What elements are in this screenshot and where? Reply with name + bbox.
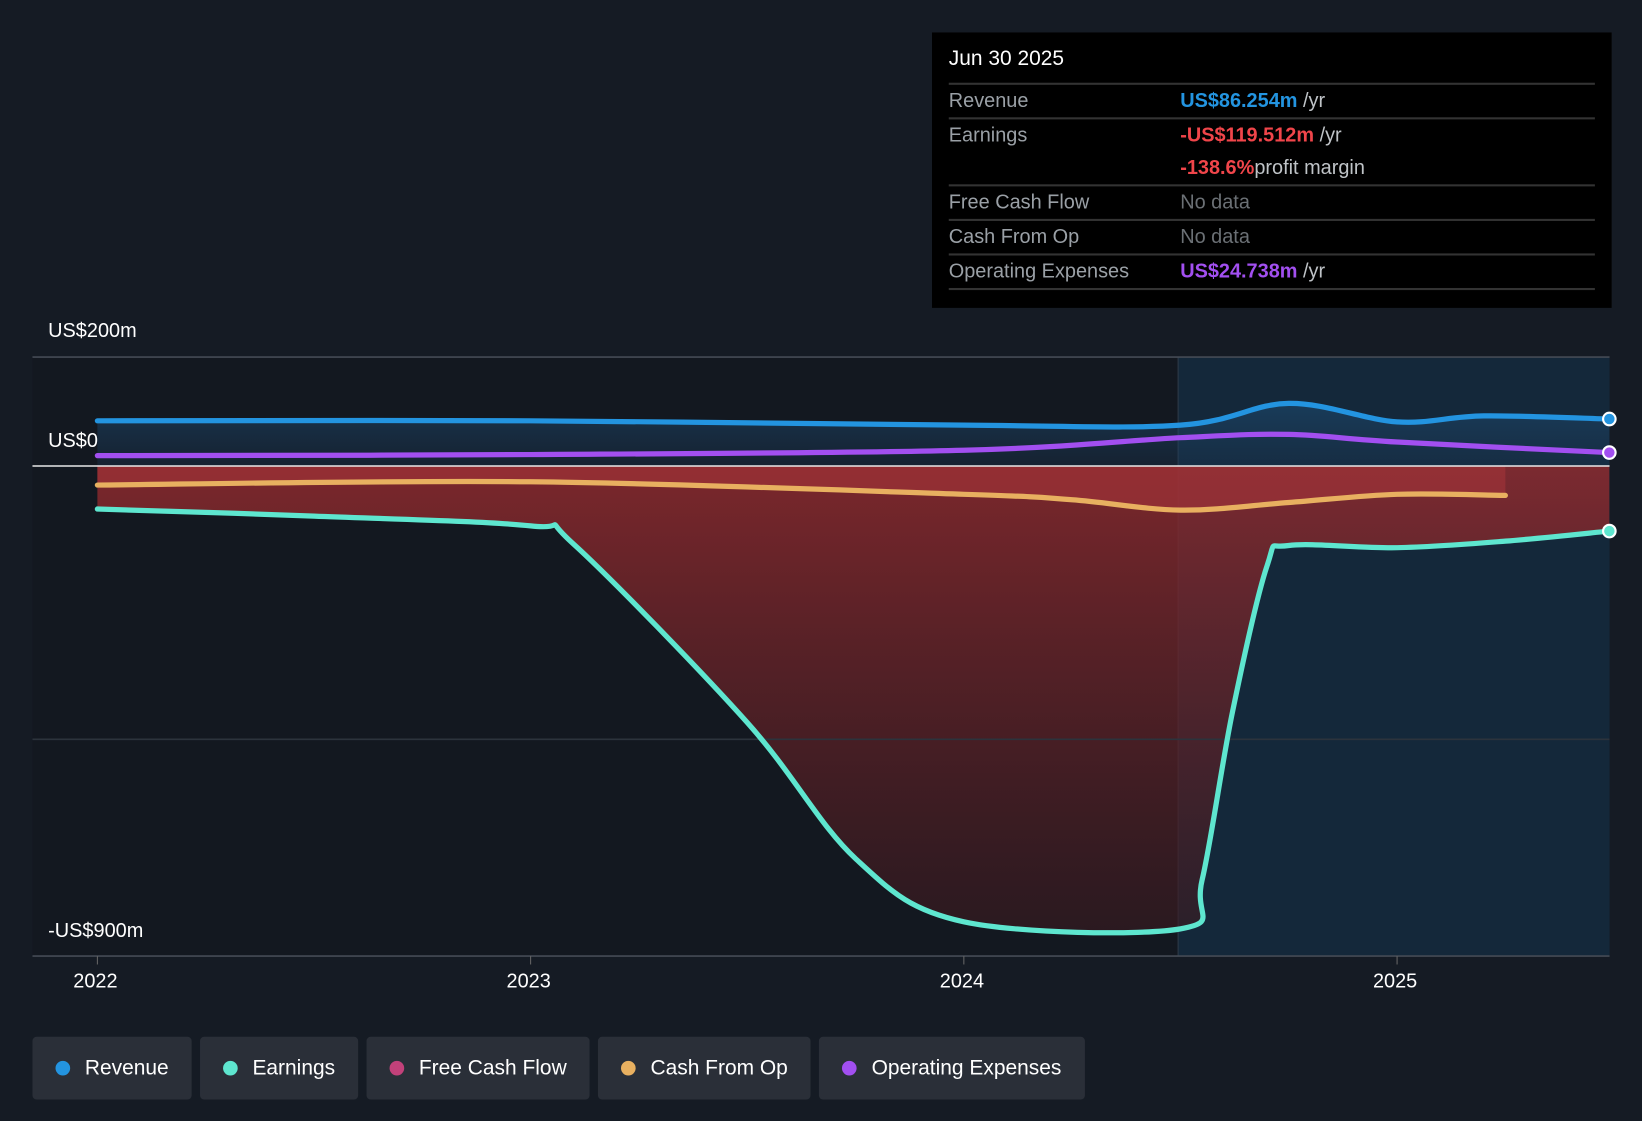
tooltip-value: No data [1180,191,1250,214]
tooltip-row-fcf: Free Cash Flow No data [948,186,1595,221]
tooltip-label: Cash From Op [948,225,1080,248]
x-tick-label: 2023 [506,970,551,993]
legend-label: Operating Expenses [871,1056,1062,1080]
y-label-bottom: -US$900m [48,920,144,943]
profit-margin-label: profit margin [1254,156,1365,179]
revenue-area [97,403,1610,467]
tooltip-unit: /yr [1297,260,1326,283]
tooltip-label: Earnings [948,124,1028,147]
legend-label: Free Cash Flow [418,1056,567,1080]
tooltip-label: Operating Expenses [948,260,1130,283]
legend-label: Revenue [84,1056,169,1080]
earnings-end-marker[interactable] [1602,523,1617,539]
operating-expenses-line [94,431,1612,459]
legend: Revenue Earnings Free Cash Flow Cash Fro… [32,1036,1085,1100]
x-tick-label: 2022 [73,970,118,993]
earnings-dot-icon [223,1060,238,1076]
tooltip: Jun 30 2025 Revenue US$86.254m /yr Earnin… [932,32,1612,308]
operating-expenses-end-marker[interactable] [1602,445,1617,460]
legend-cash-from-op[interactable]: Cash From Op [598,1036,811,1100]
fcf-dot-icon [389,1060,405,1076]
y-label-top: US$200m [48,320,137,343]
profit-margin-value: -138.6% [1180,156,1255,179]
legend-label: Cash From Op [650,1056,788,1080]
tooltip-date: Jun 30 2025 [948,47,1595,85]
tooltip-unit: /yr [1297,89,1326,112]
revenue-line [94,400,1612,430]
tooltip-row-earnings: Earnings -US$119.512m /yr [949,119,1595,151]
x-tick-label: 2025 [1372,970,1418,993]
tooltip-value: US$86.254m [1180,89,1298,112]
tooltip-label: Free Cash Flow [948,191,1090,214]
legend-earnings[interactable]: Earnings [200,1036,359,1100]
opex-dot-icon [842,1060,857,1076]
legend-revenue[interactable]: Revenue [32,1036,192,1100]
cash-from-op-line [94,478,1508,513]
tooltip-row-opex: Operating Expenses US$24.738m /yr [948,256,1595,291]
earnings-line [94,506,1612,936]
tooltip-row-revenue: Revenue US$86.254m /yr [948,85,1595,120]
tooltip-unit: /yr [1314,124,1342,147]
tooltip-value: No data [1180,225,1250,248]
tooltip-profit-margin: -138.6% profit margin [948,152,1595,187]
revenue-dot-icon [55,1060,71,1076]
legend-free-cash-flow[interactable]: Free Cash Flow [366,1036,590,1100]
tooltip-value: US$24.738m [1180,260,1298,283]
legend-label: Earnings [252,1056,336,1080]
revenue-end-marker[interactable] [1602,411,1617,427]
tooltip-value: -US$119.512m [1180,124,1315,147]
y-label-zero: US$0 [48,430,98,453]
earnings-area [97,466,1610,933]
x-tick-label: 2024 [939,970,985,993]
tooltip-label: Revenue [948,89,1029,112]
legend-operating-expenses[interactable]: Operating Expenses [819,1036,1085,1100]
cfo-dot-icon [621,1060,636,1076]
tooltip-row-cfo: Cash From Op No data [948,221,1595,256]
